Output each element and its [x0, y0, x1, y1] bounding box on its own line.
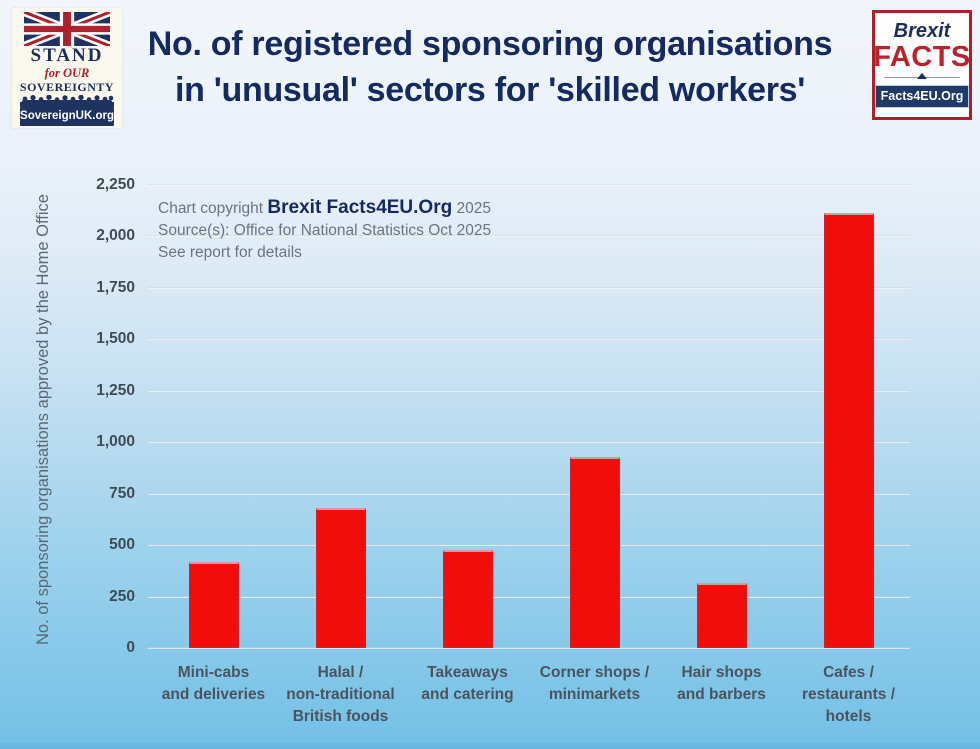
copyright-prefix: Chart copyright — [158, 200, 268, 217]
sovereign-uk-logo: STAND for OUR SOVEREIGNTY SovereignUK.or… — [12, 8, 122, 128]
gridline-1250 — [148, 389, 910, 392]
logo-divider — [884, 73, 960, 81]
brexit-facts-logo: Brexit FACTS Facts4EU.Org — [872, 10, 972, 120]
page-title: No. of registered sponsoring organisatio… — [147, 25, 833, 109]
logo-line-facts: FACTS — [873, 41, 971, 73]
logo-line-sovereignty: SOVEREIGNTY — [19, 80, 115, 94]
bar-3 — [569, 456, 620, 648]
bar-2 — [442, 550, 493, 648]
copyright-year: 2025 — [452, 200, 492, 217]
gridline-2250 — [148, 184, 910, 186]
logo-line-stand: STAND — [30, 45, 104, 66]
y-tick-label-2250: 2,250 — [96, 176, 135, 193]
gridline-1000 — [148, 441, 910, 444]
y-tick-label-1500: 1,500 — [96, 330, 135, 348]
bar-1 — [315, 508, 366, 648]
sovereign-uk-url: SovereignUK.org — [20, 107, 114, 126]
logo-line-for-our: for OUR — [44, 66, 90, 80]
x-category-label-2: Takeaways and catering — [421, 664, 514, 703]
logo-line-brexit: Brexit — [893, 20, 951, 42]
triangle-up-icon — [917, 73, 927, 79]
bar-4 — [696, 583, 747, 648]
gridline-2000 — [148, 235, 910, 238]
plot-area: Chart copyright Brexit Facts4EU.Org 2025… — [96, 176, 910, 725]
copyright-line: Chart copyright Brexit Facts4EU.Org 2025 — [158, 197, 491, 220]
x-category-label-1: Halal / non-traditional British foods — [286, 664, 395, 725]
y-tick-label-1000: 1,000 — [96, 433, 135, 451]
gridline-500 — [148, 544, 910, 547]
x-category-label-0: Mini-cabs and deliveries — [161, 664, 266, 703]
source-line: Source(s): Office for National Statistic… — [158, 222, 492, 239]
x-category-label-3: Corner shops / minimarkets — [539, 664, 650, 703]
gridline-1500 — [148, 338, 910, 341]
gridline-1750 — [148, 286, 910, 289]
gridline-250 — [148, 595, 910, 598]
y-axis-title: No. of sponsoring organisations approved… — [34, 194, 52, 646]
bar-5 — [823, 212, 874, 648]
x-category-label-5: Cafes / restaurants / hotels — [801, 664, 896, 725]
copyright-brand: Brexit Facts4EU.Org — [267, 197, 453, 218]
y-tick-label-2000: 2,000 — [96, 227, 135, 245]
y-tick-label-750: 750 — [109, 484, 135, 502]
y-tick-label-0: 0 — [126, 639, 135, 656]
y-tick-label-1250: 1,250 — [96, 381, 135, 399]
y-tick-label-250: 250 — [109, 587, 135, 605]
note-line: See report for details — [158, 244, 302, 261]
y-tick-label-1750: 1,750 — [96, 278, 135, 296]
bottom-strip — [0, 743, 980, 749]
crowd-silhouette-icon — [20, 95, 114, 107]
bar-0 — [188, 561, 239, 648]
gridline-750 — [148, 492, 910, 495]
facts4eu-url: Facts4EU.Org — [874, 85, 970, 108]
chart-annotation: Chart copyright Brexit Facts4EU.Org 2025… — [158, 197, 491, 264]
y-tick-label-500: 500 — [109, 536, 135, 554]
x-category-label-4: Hair shops and barbers — [677, 664, 766, 703]
union-jack-icon — [24, 12, 110, 46]
gridline-0 — [148, 647, 910, 649]
